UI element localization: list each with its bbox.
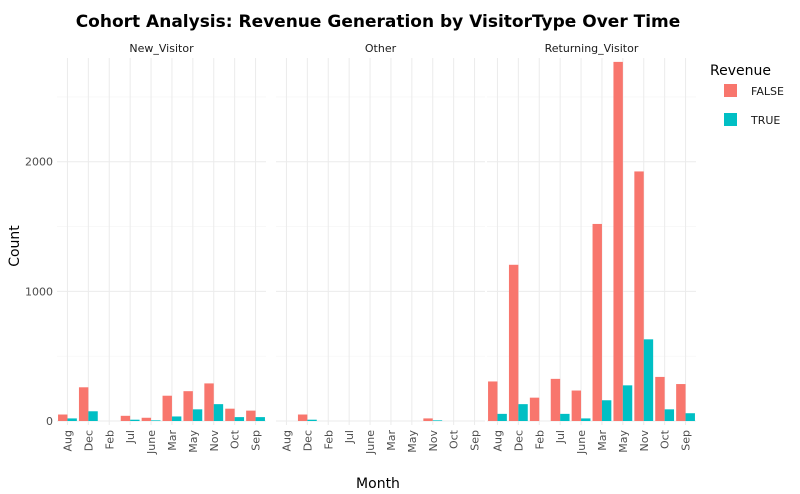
- bar-new-visitor-mar-false: [162, 395, 172, 421]
- x-tick-label: Aug: [280, 430, 293, 451]
- x-tick-label: June: [145, 430, 158, 455]
- bar-returning-visitor-may-false: [613, 61, 623, 422]
- x-tick-label: Mar: [166, 430, 179, 451]
- y-tick-label: 2000: [25, 156, 53, 169]
- bar-new-visitor-nov-true: [213, 404, 224, 421]
- x-tick-label: Mar: [596, 430, 609, 451]
- bar-new-visitor-dec-false: [78, 387, 89, 421]
- bar-returning-visitor-dec-false: [508, 264, 519, 421]
- bar-returning-visitor-nov-false: [634, 171, 644, 421]
- x-tick-label: June: [575, 430, 588, 455]
- legend: Revenue FALSE TRUE: [710, 63, 784, 127]
- bar-returning-visitor-jul-false: [550, 378, 561, 421]
- bar-new-visitor-oct-true: [234, 417, 245, 421]
- bar-new-visitor-nov-false: [204, 383, 214, 421]
- bar-other-nov-true: [432, 420, 443, 421]
- bar-new-visitor-june-false: [141, 417, 152, 421]
- bar-new-visitor-oct-false: [225, 408, 235, 421]
- bar-new-visitor-jul-true: [130, 419, 140, 421]
- x-tick-label: Sep: [250, 430, 263, 451]
- facet-other: Other Aug Dec Feb Jul June Mar May Nov Oct Sep: [276, 42, 485, 455]
- bar-returning-visitor-june-true: [581, 418, 591, 421]
- bar-new-visitor-june-true: [151, 420, 161, 421]
- x-tick-label: Feb: [533, 430, 546, 449]
- bar-new-visitor-jul-false: [120, 415, 131, 421]
- facet-new-visitor: New_Visitor Aug Dec Feb Jul June Mar May Nov Oct S…: [57, 42, 266, 455]
- x-tick-label: Sep: [469, 430, 482, 451]
- x-tick-label: Jul: [343, 430, 356, 444]
- x-tick-label: Aug: [491, 430, 504, 451]
- bar-new-visitor-dec-true: [88, 411, 98, 421]
- x-tick-label: June: [364, 430, 377, 455]
- y-tick-label: 1000: [25, 285, 53, 298]
- bar-returning-visitor-may-true: [622, 385, 633, 421]
- bar-returning-visitor-feb-false: [529, 397, 540, 421]
- bar-returning-visitor-jul-true: [560, 413, 570, 421]
- facet-label: Returning_Visitor: [545, 42, 639, 55]
- x-axis-title: Month: [356, 476, 400, 492]
- bar-new-visitor-may-true: [192, 409, 203, 421]
- bar-returning-visitor-sep-false: [676, 384, 686, 421]
- x-tick-label: Mar: [385, 430, 398, 451]
- x-tick-label: Jul: [554, 430, 567, 444]
- bar-other-dec-false: [297, 414, 308, 421]
- legend-key-false: [724, 84, 737, 97]
- x-tick-label: Dec: [82, 430, 95, 451]
- facet-label: New_Visitor: [129, 42, 194, 55]
- y-axis: 0 1000 2000: [25, 156, 53, 428]
- y-axis-title: Count: [7, 225, 23, 267]
- bar-new-visitor-aug-true: [67, 418, 77, 421]
- bar-returning-visitor-june-false: [571, 390, 582, 421]
- x-tick-label: Nov: [427, 430, 440, 452]
- legend-title: Revenue: [710, 63, 771, 79]
- bar-returning-visitor-sep-true: [685, 413, 695, 421]
- x-tick-label: Sep: [680, 430, 693, 451]
- facet-label: Other: [365, 42, 397, 55]
- facet-returning-visitor: Returning_Visitor Aug Dec Feb Jul June Mar May N…: [487, 42, 696, 455]
- bar-returning-visitor-aug-false: [488, 381, 498, 421]
- bar-new-visitor-aug-false: [58, 414, 68, 421]
- x-tick-label: Aug: [61, 430, 74, 451]
- bar-other-nov-false: [423, 418, 433, 421]
- x-tick-label: Feb: [103, 430, 116, 449]
- x-tick-label: May: [617, 430, 630, 453]
- y-tick-label: 0: [46, 415, 53, 428]
- x-tick-label: Nov: [638, 430, 651, 452]
- bar-returning-visitor-dec-true: [518, 404, 528, 421]
- x-tick-label: Oct: [659, 429, 672, 449]
- legend-key-true: [724, 113, 737, 126]
- legend-label-false: FALSE: [751, 85, 784, 98]
- legend-label-true: TRUE: [750, 114, 780, 127]
- bar-other-dec-true: [307, 419, 317, 421]
- bar-returning-visitor-mar-false: [592, 223, 602, 421]
- x-tick-label: Nov: [208, 430, 221, 452]
- bar-new-visitor-sep-false: [246, 410, 256, 421]
- bar-returning-visitor-oct-false: [655, 376, 665, 421]
- bar-new-visitor-mar-true: [171, 416, 182, 421]
- x-tick-label: Oct: [229, 429, 242, 449]
- bar-returning-visitor-nov-true: [643, 339, 654, 421]
- bar-returning-visitor-aug-true: [497, 413, 507, 421]
- chart-title: Cohort Analysis: Revenue Generation by V…: [76, 12, 681, 32]
- x-tick-label: Dec: [512, 430, 525, 451]
- facet-panels: New_Visitor Aug Dec Feb Jul June Mar May Nov Oct S…: [57, 42, 696, 455]
- x-tick-label: May: [406, 430, 419, 453]
- x-tick-label: Feb: [322, 430, 335, 449]
- bar-returning-visitor-oct-true: [664, 409, 675, 421]
- bar-new-visitor-sep-true: [255, 417, 265, 421]
- x-tick-label: Oct: [448, 429, 461, 449]
- x-tick-label: Jul: [124, 430, 137, 444]
- x-tick-label: Dec: [301, 430, 314, 451]
- bar-returning-visitor-mar-true: [601, 400, 612, 421]
- x-tick-label: May: [187, 430, 200, 453]
- bar-new-visitor-may-false: [183, 391, 193, 421]
